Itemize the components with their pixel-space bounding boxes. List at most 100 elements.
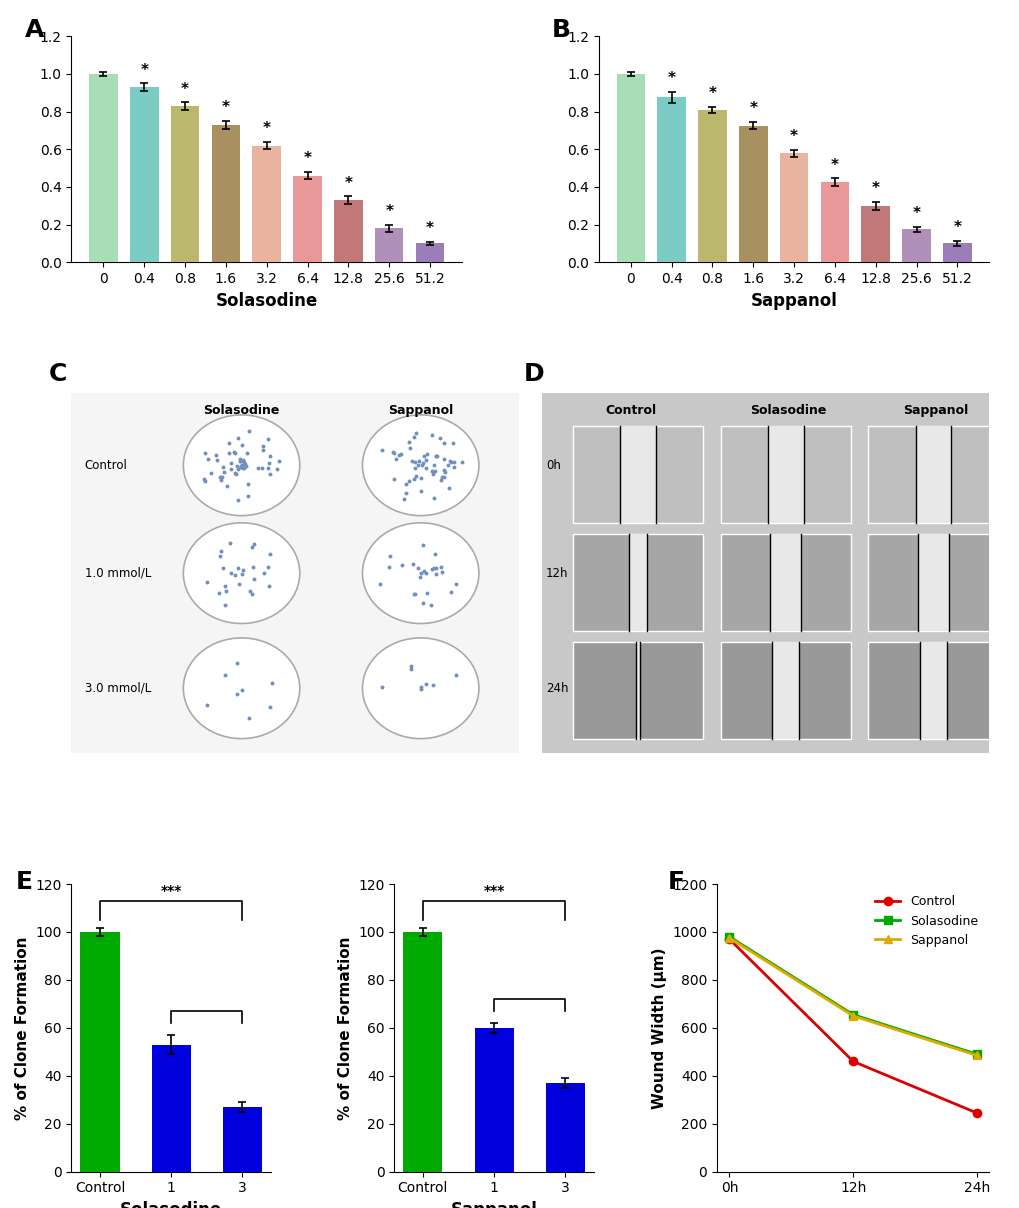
Sappanol [847, 1009, 859, 1023]
Text: *: * [426, 221, 433, 236]
Legend: Control, Solasodine, Sappanol: Control, Solasodine, Sappanol [869, 890, 982, 952]
FancyBboxPatch shape [867, 641, 998, 738]
Control [722, 931, 735, 946]
FancyBboxPatch shape [769, 534, 801, 631]
Bar [697, 110, 726, 262]
Text: 0h: 0h [545, 459, 560, 472]
Ellipse shape [183, 523, 300, 623]
FancyBboxPatch shape [620, 425, 655, 523]
Bar [129, 87, 158, 262]
Text: *: * [304, 151, 311, 167]
FancyBboxPatch shape [573, 425, 702, 523]
FancyBboxPatch shape [720, 641, 850, 738]
Bar [334, 201, 363, 262]
Line: Solasodine: Solasodine [725, 933, 980, 1058]
Text: *: * [222, 100, 229, 116]
Text: 12h: 12h [545, 567, 568, 580]
FancyBboxPatch shape [629, 534, 646, 631]
FancyBboxPatch shape [573, 641, 702, 738]
Control [847, 1055, 859, 1069]
FancyBboxPatch shape [917, 534, 948, 631]
FancyBboxPatch shape [867, 534, 998, 631]
Solasodine [970, 1047, 982, 1062]
FancyBboxPatch shape [915, 425, 951, 523]
FancyBboxPatch shape [771, 641, 798, 738]
Text: 1.0 mmol/L: 1.0 mmol/L [85, 567, 151, 580]
Text: A: A [24, 18, 44, 42]
Y-axis label: % of Clone Formation: % of Clone Formation [337, 936, 353, 1120]
Bar [861, 205, 890, 262]
Solasodine [722, 929, 735, 943]
X-axis label: Sappanol: Sappanol [750, 291, 837, 309]
Text: F: F [667, 870, 685, 894]
Ellipse shape [362, 638, 479, 738]
Bar [222, 1107, 262, 1172]
Bar [403, 933, 442, 1172]
Bar [375, 228, 404, 262]
Ellipse shape [362, 414, 479, 516]
Text: ***: *** [483, 884, 504, 899]
Text: *: * [749, 101, 756, 116]
Text: *: * [181, 81, 189, 97]
Text: *: * [667, 71, 675, 86]
Text: B: B [551, 18, 571, 42]
Line: Control: Control [725, 935, 980, 1117]
Text: Solasodine: Solasodine [203, 405, 279, 417]
Text: *: * [830, 158, 838, 173]
Text: Sappanol: Sappanol [387, 405, 452, 417]
Ellipse shape [362, 523, 479, 623]
FancyBboxPatch shape [720, 534, 850, 631]
Y-axis label: % of Clone Formation: % of Clone Formation [14, 936, 30, 1120]
FancyBboxPatch shape [767, 425, 803, 523]
Control [970, 1105, 982, 1120]
FancyBboxPatch shape [635, 641, 640, 738]
Text: C: C [49, 362, 67, 387]
FancyBboxPatch shape [720, 425, 850, 523]
Line: Sappanol: Sappanol [725, 934, 980, 1059]
Text: 3.0 mmol/L: 3.0 mmol/L [85, 681, 151, 695]
Bar [615, 74, 644, 262]
Text: *: * [263, 121, 270, 137]
Text: Control: Control [605, 405, 656, 417]
Text: *: * [871, 181, 878, 197]
Text: *: * [708, 86, 715, 101]
FancyBboxPatch shape [919, 641, 946, 738]
Bar [902, 230, 930, 262]
Sappanol [970, 1049, 982, 1063]
Bar [656, 98, 685, 262]
Bar [89, 74, 117, 262]
Text: Solasodine: Solasodine [749, 405, 825, 417]
X-axis label: Solasodine: Solasodine [120, 1201, 222, 1208]
Bar [545, 1084, 584, 1172]
X-axis label: Sappanol: Sappanol [450, 1201, 537, 1208]
Text: *: * [141, 63, 148, 77]
Text: Sappanol: Sappanol [902, 405, 967, 417]
Bar [81, 933, 119, 1172]
Text: D: D [523, 362, 544, 387]
Bar [416, 244, 444, 262]
Ellipse shape [183, 414, 300, 516]
Bar [152, 1045, 191, 1172]
Bar [820, 182, 849, 262]
Bar [252, 145, 280, 262]
Y-axis label: Wound Width (μm): Wound Width (μm) [651, 947, 666, 1109]
Ellipse shape [183, 638, 300, 738]
Text: E: E [15, 870, 33, 894]
Text: Control: Control [85, 459, 127, 472]
Bar [293, 175, 322, 262]
Text: *: * [344, 175, 352, 191]
Text: *: * [912, 205, 919, 221]
Bar [780, 153, 808, 262]
Text: *: * [385, 204, 392, 219]
Bar [211, 124, 239, 262]
FancyBboxPatch shape [867, 425, 998, 523]
Bar [170, 106, 199, 262]
X-axis label: Solasodine: Solasodine [215, 291, 318, 309]
Text: *: * [953, 220, 961, 236]
Bar [943, 244, 971, 262]
Solasodine [847, 1007, 859, 1022]
FancyBboxPatch shape [573, 534, 702, 631]
Bar [474, 1028, 514, 1172]
Sappanol [722, 930, 735, 945]
Text: 24h: 24h [545, 681, 568, 695]
